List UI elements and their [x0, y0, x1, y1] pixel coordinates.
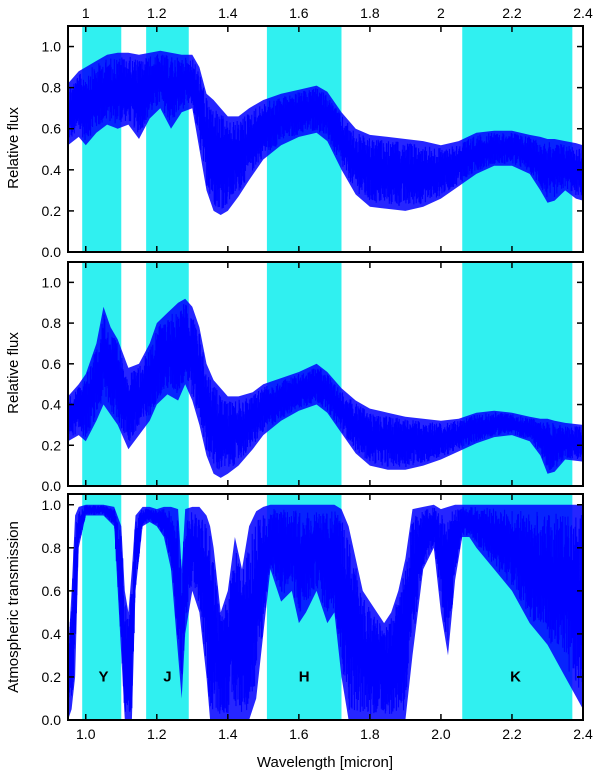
xtick-label-top: 1.8 [360, 5, 380, 21]
ytick-label: 0.2 [42, 437, 62, 453]
ytick-label: 0.2 [42, 669, 62, 685]
ytick-label: 0.4 [42, 397, 62, 413]
ytick-label: 0.4 [42, 626, 62, 642]
middle-ylabel: Relative flux [5, 332, 22, 414]
plot-frame [67, 493, 584, 721]
xtick-label-top: 1.2 [147, 5, 167, 21]
xtick-label-bottom: 1.0 [76, 726, 96, 742]
band-label-k: K [510, 668, 521, 685]
plot-frame [67, 261, 584, 487]
ytick-label: 0.8 [42, 80, 62, 96]
ytick-label: 0.8 [42, 540, 62, 556]
spectrum-envelope [68, 504, 583, 720]
bottom-ylabel: Atmospheric transmission [5, 521, 22, 693]
xtick-label-top: 1.4 [218, 5, 238, 21]
spectrum-envelope [68, 50, 583, 216]
bottom-xlabel: Wavelength [micron] [257, 754, 393, 771]
ytick-label: 0.6 [42, 583, 62, 599]
ytick-label: 0.6 [42, 121, 62, 137]
xtick-label-top: 2 [437, 5, 445, 21]
xtick-label-top: 1 [82, 5, 90, 21]
xtick-label-bottom: 1.4 [218, 726, 238, 742]
spectrum-series [68, 50, 583, 216]
xtick-label-bottom: 2.0 [431, 726, 451, 742]
spectrum-series [68, 504, 583, 720]
ytick-label: 1.0 [42, 39, 62, 55]
xtick-label-bottom: 1.6 [289, 726, 309, 742]
xtick-label-top: 2.2 [502, 5, 522, 21]
band-label-h: H [299, 668, 310, 685]
band-label-y: Y [99, 668, 109, 685]
ytick-label: 0.0 [42, 712, 62, 728]
ytick-label: 0.8 [42, 315, 62, 331]
spectrum-envelope [68, 298, 583, 478]
band-label-j: J [163, 668, 171, 685]
xtick-label-bottom: 1.8 [360, 726, 380, 742]
ytick-label: 1.0 [42, 497, 62, 513]
top-ylabel: Relative flux [5, 107, 22, 189]
ytick-label: 0.4 [42, 162, 62, 178]
ytick-label: 1.0 [42, 274, 62, 290]
plot-frame [67, 25, 584, 253]
spectrum-series [68, 298, 583, 478]
ytick-label: 0.0 [42, 478, 62, 494]
ytick-label: 0.0 [42, 244, 62, 260]
xtick-label-bottom: 2.4 [573, 726, 593, 742]
xtick-label-top: 1.6 [289, 5, 309, 21]
xtick-label-top: 2.4 [573, 5, 593, 21]
panel-top-flux: 0.0 0.2 0.4 0.6 0.8 1.0 1 1.2 1.4 1.6 1.8 2 2.2 2.4 [42, 5, 593, 260]
panel-middle-flux: 0.0 0.2 0.4 0.6 0.8 1.0 [42, 261, 584, 494]
ytick-label: 0.6 [42, 356, 62, 372]
xtick-label-bottom: 1.2 [147, 726, 167, 742]
panel-bottom-transmission: 0.0 0.2 0.4 0.6 0.8 1.0 1.0 1.2 1.4 1.6 1.8 2.0 2.2 2… [42, 493, 593, 742]
ytick-label: 0.2 [42, 203, 62, 219]
xtick-label-bottom: 2.2 [502, 726, 522, 742]
